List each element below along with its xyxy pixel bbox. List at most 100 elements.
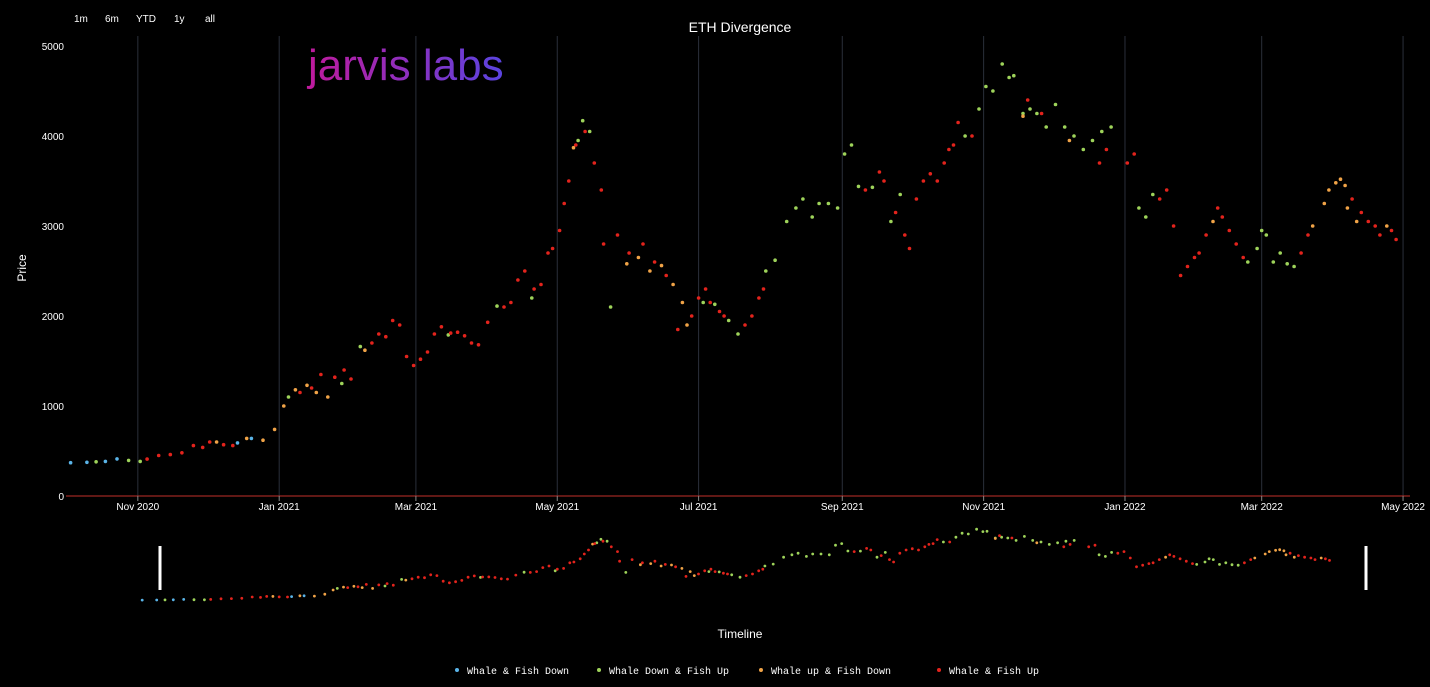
navigator-point-series-0 (290, 595, 293, 598)
navigator-point-series-3 (674, 565, 677, 569)
data-point-series-2 (261, 438, 265, 443)
navigator-point-series-3 (356, 585, 360, 589)
navigator-point-series-3 (630, 558, 634, 561)
navigator-point-series-3 (1172, 555, 1176, 558)
data-point-series-1 (1278, 251, 1282, 255)
navigator-point-series-3 (364, 583, 368, 586)
navigator-point-series-3 (555, 567, 559, 571)
data-point-series-3 (1025, 98, 1030, 102)
navigator-point-series-2 (1164, 555, 1167, 559)
data-point-series-3 (298, 390, 302, 395)
data-point-series-2 (282, 404, 286, 408)
navigator-point-series-1 (192, 598, 196, 602)
data-point-series-3 (546, 251, 550, 255)
range-button-all[interactable]: all (205, 14, 215, 25)
data-point-series-1 (1035, 111, 1039, 116)
data-point-series-1 (1255, 246, 1259, 251)
data-point-series-3 (145, 457, 149, 461)
data-point-series-3 (370, 341, 374, 345)
x-tick-label: Jan 2022 (1104, 502, 1146, 513)
navigator-point-series-3 (757, 569, 761, 573)
navigator-point-series-3 (265, 595, 269, 598)
vertical-gridlines (137, 36, 1404, 496)
data-point-series-1 (817, 201, 821, 206)
navigator-point-series-1 (819, 552, 823, 556)
data-point-series-3 (191, 443, 196, 448)
navigator-point-series-3 (888, 558, 891, 561)
legend-marker-1 (597, 668, 601, 672)
navigator-point-series-3 (923, 545, 927, 549)
navigator-point-series-1 (805, 555, 808, 558)
navigator-point-series-1 (954, 535, 958, 539)
data-point-series-0 (115, 457, 119, 461)
navigator-point-series-1 (479, 576, 482, 579)
navigator-point-series-1 (730, 573, 734, 577)
data-point-series-2 (1338, 177, 1343, 181)
navigator-point-series-1 (624, 571, 628, 574)
data-point-series-3 (696, 296, 701, 300)
range-button-1y[interactable]: 1y (174, 14, 185, 25)
navigator-point-series-3 (410, 577, 414, 581)
data-point-series-0 (249, 436, 254, 441)
data-point-series-3 (485, 320, 490, 325)
data-point-series-3 (476, 343, 481, 347)
data-point-series-1 (1264, 233, 1269, 237)
x-tick-label: Sep 2021 (821, 502, 864, 513)
navigator-point-series-3 (1309, 556, 1313, 560)
data-point-series-3 (1220, 215, 1225, 219)
navigator-point-series-3 (487, 575, 491, 579)
range-button-ytd[interactable]: YTD (136, 14, 156, 25)
chart-title: ETH Divergence (689, 19, 792, 35)
legend-label-2[interactable]: Whale up & Fish Down (771, 666, 891, 678)
navigator-point-series-3 (493, 576, 497, 579)
navigator-point-series-1 (738, 575, 742, 579)
range-button-6m[interactable]: 6m (105, 14, 119, 25)
data-point-series-3 (432, 332, 437, 336)
data-point-series-1 (849, 143, 854, 147)
navigator-point-series-2 (313, 594, 316, 598)
navigator-point-series-3 (879, 554, 883, 557)
navigator-point-series-2 (680, 567, 684, 570)
legend-label-1[interactable]: Whale Down & Fish Up (609, 666, 729, 678)
data-point-series-3 (1234, 242, 1238, 246)
data-point-series-3 (652, 260, 657, 264)
navigator-point-series-3 (1128, 556, 1132, 560)
range-button-1m[interactable]: 1m (74, 14, 88, 25)
data-point-series-1 (1012, 73, 1016, 78)
y-tick-label: 5000 (42, 42, 65, 53)
navigator-point-series-1 (796, 551, 800, 555)
navigator-point-series-1 (981, 530, 985, 533)
legend-label-3[interactable]: Whale & Fish Up (949, 666, 1039, 678)
navigator-point-series-1 (717, 570, 721, 574)
navigator-point-series-3 (852, 550, 856, 553)
data-point-series-3 (1366, 219, 1371, 224)
data-point-series-3 (221, 442, 226, 447)
data-point-series-2 (1067, 138, 1072, 143)
data-point-series-3 (641, 242, 645, 246)
navigator-point-series-1 (1023, 535, 1026, 538)
navigator-point-series-1 (203, 598, 206, 602)
navigator-point-series-3 (910, 547, 914, 551)
navigator-point-series-3 (641, 561, 644, 565)
data-point-series-3 (1157, 197, 1162, 201)
navigator-point-series-1 (1064, 539, 1068, 543)
navigator-point-series-3 (1062, 545, 1066, 549)
navigator-point-series-3 (572, 560, 576, 564)
data-point-series-1 (984, 84, 988, 89)
x-tick-label: Nov 2020 (116, 502, 159, 513)
y-tick-label: 1000 (42, 402, 65, 413)
navigator-point-series-3 (416, 575, 420, 579)
legend-label-0[interactable]: Whale & Fish Down (467, 666, 569, 678)
data-point-series-0 (103, 459, 108, 464)
data-point-series-3 (448, 331, 453, 335)
navigator-point-series-3 (1313, 558, 1317, 561)
data-point-series-3 (333, 375, 337, 380)
data-point-series-3 (390, 318, 395, 323)
navigator-point-series-1 (1072, 539, 1076, 542)
navigator-point-series-0 (140, 598, 144, 602)
navigator-point-series-1 (1211, 558, 1215, 561)
data-point-series-1 (1246, 260, 1250, 264)
data-point-series-3 (168, 452, 173, 457)
navigator-point-series-2 (639, 563, 642, 567)
timeline-navigator[interactable] (140, 527, 1331, 602)
